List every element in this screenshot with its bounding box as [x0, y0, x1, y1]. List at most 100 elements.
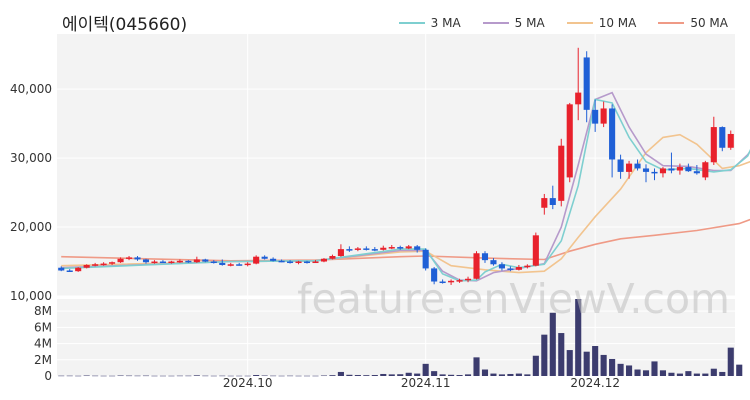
volume-bar: [609, 358, 616, 376]
candle-body: [219, 262, 226, 265]
candle-body: [346, 249, 353, 251]
x-tick-label: 2024.11: [401, 376, 451, 390]
volume-bar: [431, 371, 438, 376]
volume-bar: [702, 373, 709, 376]
volume-bar: [270, 375, 277, 377]
volume-bar: [278, 375, 285, 377]
candle-body: [320, 258, 328, 262]
volume-bar: [439, 374, 446, 376]
volume-series: [58, 299, 743, 377]
price-tick-label: 20,000: [10, 220, 52, 234]
volume-bar: [193, 375, 200, 376]
price-tick-label: 10,000: [10, 289, 52, 303]
legend-item-ma50: 50 MA: [658, 16, 728, 30]
volume-bar: [253, 375, 260, 376]
volume-bar: [176, 375, 183, 377]
volume-bar: [219, 375, 226, 377]
volume-bar: [515, 373, 522, 376]
candle-body: [710, 127, 717, 163]
candle-body: [329, 256, 336, 259]
candle-body: [185, 260, 192, 263]
volume-bar: [371, 375, 378, 376]
chart-legend: 3 MA 5 MA 10 MA 50 MA: [398, 16, 728, 30]
volume-bar: [481, 369, 489, 376]
candle-body: [287, 261, 294, 264]
legend-label-ma50: 50 MA: [690, 16, 728, 30]
volume-bar: [75, 375, 82, 377]
volume-bar: [329, 375, 336, 376]
volume-bar: [575, 299, 582, 376]
candle-body: [253, 256, 260, 264]
candle-body: [642, 168, 650, 172]
volume-bar: [490, 373, 497, 376]
candle-body: [117, 258, 124, 263]
volume-bar: [354, 375, 361, 376]
candle-body: [75, 267, 82, 272]
volume-bar: [405, 372, 412, 376]
candle-body: [363, 248, 370, 250]
volume-bar: [693, 373, 700, 376]
volume-bar: [92, 375, 99, 377]
volume-bar: [159, 375, 166, 377]
volume-bar: [558, 333, 565, 376]
candle-body: [541, 198, 548, 208]
candle-body: [380, 247, 387, 250]
volume-bar: [185, 375, 192, 377]
volume-bar: [464, 374, 472, 376]
candle-body: [693, 171, 700, 174]
volume-bar: [210, 375, 217, 377]
candle-body: [270, 258, 277, 261]
legend-label-ma10: 10 MA: [598, 16, 637, 30]
candle-body: [414, 246, 421, 250]
candle-body: [261, 256, 268, 259]
candle-body: [456, 280, 463, 282]
volume-bar: [710, 368, 717, 376]
volume-bar: [303, 375, 311, 377]
watermark: feature.enViewV.com: [297, 275, 730, 323]
candle-body: [626, 163, 633, 172]
volume-bar: [541, 334, 548, 376]
volume-bar: [583, 351, 590, 376]
candle-body: [592, 109, 599, 124]
volume-bar: [592, 346, 599, 376]
candle-body: [58, 267, 65, 271]
volume-bar: [83, 375, 90, 377]
volume-tick-label: 2M: [34, 353, 52, 367]
price-tick-label: 30,000: [10, 151, 52, 165]
x-tick-label: 2024.10: [223, 376, 273, 390]
volume-bar: [312, 375, 319, 377]
volume-bar: [295, 375, 302, 377]
volume-bar: [363, 375, 370, 376]
candle-body: [549, 198, 556, 205]
volume-bar: [261, 375, 268, 377]
volume-bar: [600, 354, 607, 376]
candle-body: [566, 104, 573, 178]
grid-lines: [57, 34, 735, 377]
candle-body: [600, 108, 607, 124]
volume-bar: [117, 375, 124, 377]
legend-label-ma3: 3 MA: [430, 16, 461, 30]
legend-label-ma5: 5 MA: [514, 16, 545, 30]
candle-body: [651, 171, 658, 174]
volume-bar: [634, 369, 641, 376]
candle-body: [210, 261, 217, 264]
volume-tick-label: 6M: [34, 320, 52, 334]
candle-body: [609, 108, 616, 160]
volume-bar: [685, 371, 692, 376]
volume-bar: [388, 374, 395, 376]
candle-body: [702, 162, 709, 178]
candle-body: [371, 249, 378, 251]
legend-item-ma5: 5 MA: [482, 16, 545, 30]
volume-bar: [617, 363, 624, 376]
candle-body: [134, 257, 141, 260]
volume-bar: [151, 375, 158, 377]
candle-body: [490, 260, 497, 265]
candle-body: [431, 268, 438, 282]
legend-swatch-ma5: [482, 22, 509, 24]
volume-bar: [134, 375, 141, 377]
volume-bar: [549, 312, 556, 376]
candle-body: [498, 264, 505, 269]
candle-body: [312, 261, 319, 264]
candle-body: [405, 246, 412, 249]
chart-title: 에이텍(045660): [62, 15, 188, 35]
